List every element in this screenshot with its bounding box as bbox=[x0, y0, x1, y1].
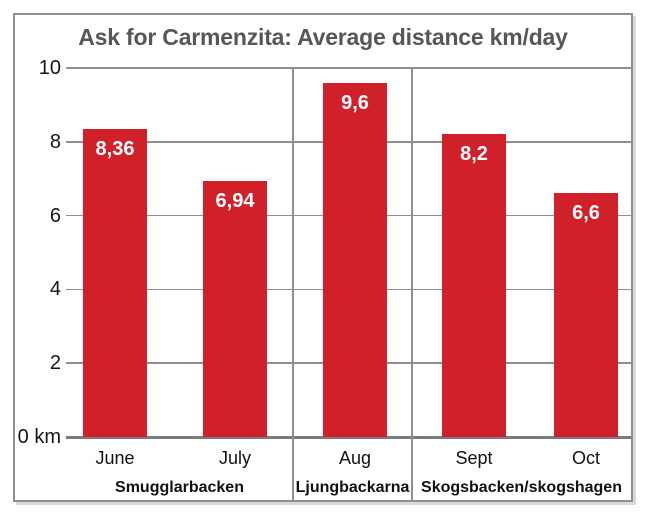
chart-title: Ask for Carmenzita: Average distance km/… bbox=[78, 24, 568, 50]
bar-value-june: 8,36 bbox=[95, 137, 135, 160]
gridline-10 bbox=[66, 67, 631, 69]
y-tick-label-4: 4 bbox=[49, 278, 61, 301]
bar-june bbox=[83, 128, 147, 437]
bar-aug bbox=[323, 82, 387, 437]
group-label-ljungbackarna: Ljungbackarna bbox=[295, 479, 410, 496]
x-label-aug: Aug bbox=[338, 448, 372, 468]
y-tick-label-6: 6 bbox=[49, 204, 61, 227]
bar-sept bbox=[442, 134, 506, 437]
y-tick-label-10: 10 bbox=[38, 57, 61, 79]
plot-area: 10 8 6 4 2 0 km 8,36 June 6,94 July 9,6 Aug 8,2 Sept 6… bbox=[15, 15, 631, 500]
group-label-skogsbacken-skogshagen: Skogsbacken/skogshagen bbox=[421, 479, 622, 496]
bar-value-aug: 9,6 bbox=[341, 91, 369, 114]
y-tick-label-0: 0 km bbox=[17, 426, 61, 448]
x-label-oct: Oct bbox=[571, 448, 600, 468]
x-label-june: June bbox=[95, 448, 135, 468]
x-label-july: July bbox=[218, 448, 251, 468]
bar-value-sept: 8,2 bbox=[460, 143, 488, 166]
chart-panel: Ask for Carmenzita: Average distance km/… bbox=[13, 13, 633, 502]
bar-oct bbox=[554, 193, 618, 437]
y-tick-label-2: 2 bbox=[49, 352, 61, 375]
bar-july bbox=[203, 180, 267, 437]
group-label-smugglarbacken: Smugglarbacken bbox=[115, 479, 244, 496]
group-divider-2 bbox=[411, 68, 413, 500]
x-label-sept: Sept bbox=[455, 448, 493, 468]
gridline-0 bbox=[66, 435, 631, 439]
y-tick-label-8: 8 bbox=[49, 130, 61, 153]
group-divider-1 bbox=[292, 68, 294, 500]
bar-value-july: 6,94 bbox=[215, 189, 255, 212]
bar-value-oct: 6,6 bbox=[572, 202, 600, 225]
